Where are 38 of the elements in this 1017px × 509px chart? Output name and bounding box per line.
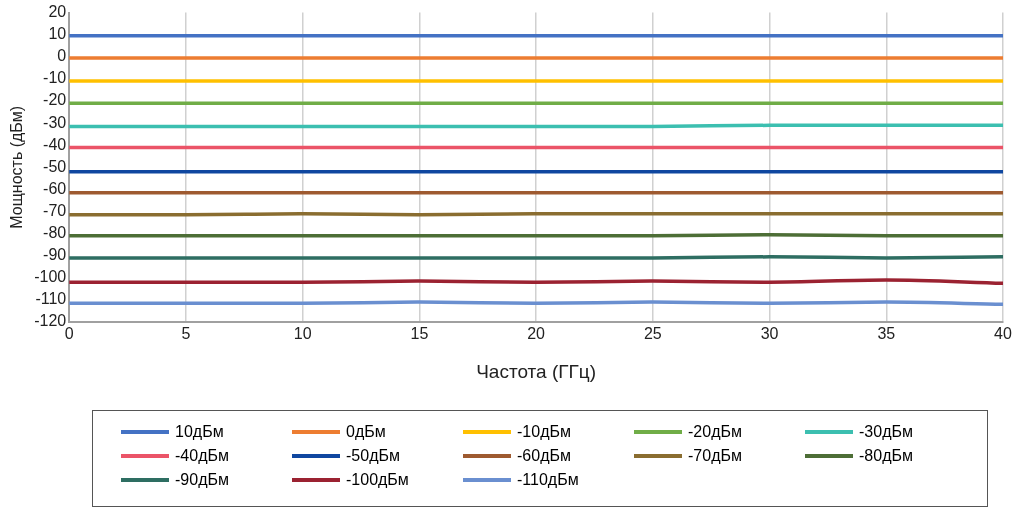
x-tick-label: 20 <box>527 325 546 343</box>
legend-label: -50дБм <box>346 447 400 465</box>
x-tick-label: 25 <box>643 325 662 343</box>
y-tick-label: -90 <box>43 246 67 264</box>
legend-label: -10дБм <box>517 423 571 441</box>
y-tick-label: -100 <box>34 268 67 286</box>
x-tick-label: 10 <box>293 325 312 343</box>
legend-label: -30дБм <box>859 423 913 441</box>
y-tick-label: -60 <box>43 179 67 197</box>
y-tick-label: -20 <box>43 91 67 109</box>
y-tick-label: -50 <box>43 157 67 175</box>
x-tick-label: 30 <box>760 325 779 343</box>
x-tick-label: 35 <box>877 325 896 343</box>
legend-label: 0дБм <box>346 423 386 441</box>
legend-label: -60дБм <box>517 447 571 465</box>
y-tick-label: -120 <box>34 312 67 330</box>
x-axis-title: Частота (ГГц) <box>476 360 597 382</box>
y-tick-label: -80 <box>43 224 67 242</box>
legend-label: -80дБм <box>859 447 913 465</box>
legend-label: 10дБм <box>175 423 224 441</box>
y-axis-title: Мощность (дБм) <box>8 105 26 229</box>
x-tick-label: 15 <box>410 325 429 343</box>
y-tick-label: -40 <box>43 135 67 153</box>
legend-label: -70дБм <box>688 447 742 465</box>
x-tick-label: 5 <box>181 325 191 343</box>
y-tick-label: -10 <box>43 69 67 87</box>
legend-label: -40дБм <box>175 447 229 465</box>
legend-label: -100дБм <box>346 471 409 489</box>
y-tick-label: -110 <box>35 290 67 308</box>
y-tick-label: -30 <box>43 113 67 131</box>
y-tick-label: 0 <box>57 47 67 65</box>
legend-label: -90дБм <box>175 471 229 489</box>
legend-label: -20дБм <box>688 423 742 441</box>
legend-label: -110дБм <box>517 471 579 489</box>
y-tick-label: 20 <box>48 3 67 21</box>
x-tick-label: 40 <box>994 325 1012 343</box>
y-tick-label: 10 <box>48 25 67 43</box>
y-tick-label: -70 <box>43 201 67 219</box>
